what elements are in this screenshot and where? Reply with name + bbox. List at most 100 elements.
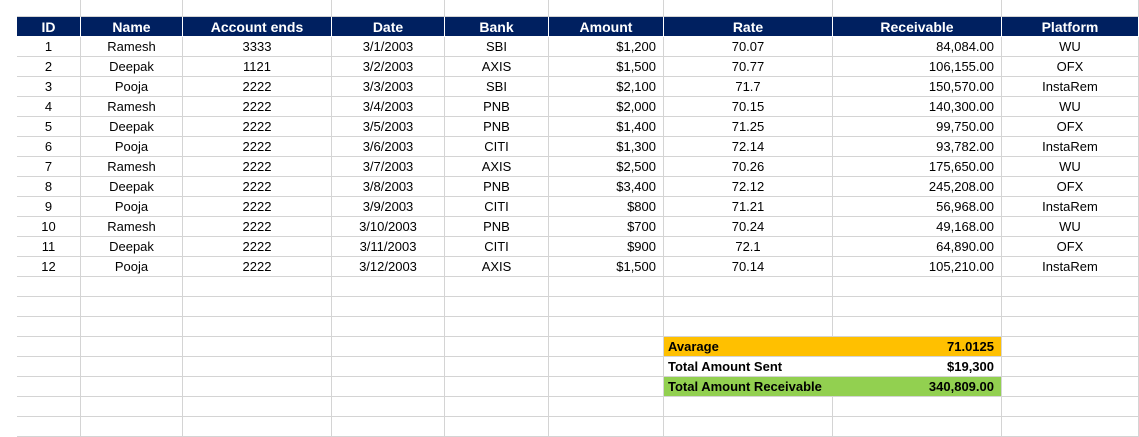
blank-cell[interactable] xyxy=(445,317,549,337)
blank-cell[interactable] xyxy=(81,277,183,297)
blank-cell[interactable] xyxy=(833,317,1002,337)
total-sent-label[interactable]: Total Amount Sent xyxy=(664,357,833,377)
blank-cell[interactable] xyxy=(664,0,833,17)
blank-cell[interactable] xyxy=(445,397,549,417)
cell-name[interactable]: Pooja xyxy=(81,77,183,97)
cell-id[interactable]: 9 xyxy=(17,197,81,217)
cell-amount[interactable]: $900 xyxy=(549,237,664,257)
blank-cell[interactable] xyxy=(549,277,664,297)
blank-cell[interactable] xyxy=(445,297,549,317)
blank-cell[interactable] xyxy=(183,317,332,337)
cell-rate[interactable]: 70.26 xyxy=(664,157,833,177)
cell-name[interactable]: Deepak xyxy=(81,57,183,77)
blank-cell[interactable] xyxy=(664,397,833,417)
blank-cell[interactable] xyxy=(17,377,81,397)
cell-platform[interactable]: WU xyxy=(1002,97,1139,117)
cell-platform[interactable]: WU xyxy=(1002,217,1139,237)
blank-cell[interactable] xyxy=(445,337,549,357)
cell-date[interactable]: 3/4/2003 xyxy=(332,97,445,117)
cell-platform[interactable]: InstaRem xyxy=(1002,257,1139,277)
cell-name[interactable]: Deepak xyxy=(81,177,183,197)
blank-cell[interactable] xyxy=(549,397,664,417)
cell-receivable[interactable]: 175,650.00 xyxy=(833,157,1002,177)
cell-id[interactable]: 11 xyxy=(17,237,81,257)
blank-cell[interactable] xyxy=(332,377,445,397)
blank-cell[interactable] xyxy=(1002,417,1139,437)
cell-rate[interactable]: 72.14 xyxy=(664,137,833,157)
cell-account-ends[interactable]: 2222 xyxy=(183,157,332,177)
blank-cell[interactable] xyxy=(549,317,664,337)
blank-cell[interactable] xyxy=(833,397,1002,417)
column-header-platform[interactable]: Platform xyxy=(1002,17,1139,37)
blank-cell[interactable] xyxy=(549,377,664,397)
cell-account-ends[interactable]: 2222 xyxy=(183,257,332,277)
cell-id[interactable]: 8 xyxy=(17,177,81,197)
cell-account-ends[interactable]: 2222 xyxy=(183,137,332,157)
cell-date[interactable]: 3/3/2003 xyxy=(332,77,445,97)
cell-rate[interactable]: 70.14 xyxy=(664,257,833,277)
cell-account-ends[interactable]: 2222 xyxy=(183,197,332,217)
cell-bank[interactable]: AXIS xyxy=(445,257,549,277)
cell-platform[interactable]: OFX xyxy=(1002,177,1139,197)
blank-cell[interactable] xyxy=(332,417,445,437)
cell-platform[interactable]: OFX xyxy=(1002,117,1139,137)
blank-cell[interactable] xyxy=(81,397,183,417)
blank-cell[interactable] xyxy=(549,417,664,437)
blank-cell[interactable] xyxy=(17,277,81,297)
cell-id[interactable]: 4 xyxy=(17,97,81,117)
cell-bank[interactable]: PNB xyxy=(445,217,549,237)
blank-cell[interactable] xyxy=(17,397,81,417)
blank-cell[interactable] xyxy=(332,297,445,317)
cell-id[interactable]: 7 xyxy=(17,157,81,177)
blank-cell[interactable] xyxy=(183,377,332,397)
blank-cell[interactable] xyxy=(81,357,183,377)
cell-receivable[interactable]: 84,084.00 xyxy=(833,37,1002,57)
cell-rate[interactable]: 71.25 xyxy=(664,117,833,137)
cell-date[interactable]: 3/8/2003 xyxy=(332,177,445,197)
blank-cell[interactable] xyxy=(17,417,81,437)
cell-name[interactable]: Pooja xyxy=(81,197,183,217)
cell-name[interactable]: Ramesh xyxy=(81,97,183,117)
cell-receivable[interactable]: 150,570.00 xyxy=(833,77,1002,97)
blank-cell[interactable] xyxy=(332,317,445,337)
column-header-rate[interactable]: Rate xyxy=(664,17,833,37)
blank-cell[interactable] xyxy=(445,357,549,377)
cell-receivable[interactable]: 64,890.00 xyxy=(833,237,1002,257)
cell-platform[interactable]: OFX xyxy=(1002,237,1139,257)
cell-date[interactable]: 3/7/2003 xyxy=(332,157,445,177)
blank-cell[interactable] xyxy=(332,397,445,417)
blank-cell[interactable] xyxy=(664,297,833,317)
cell-rate[interactable]: 72.1 xyxy=(664,237,833,257)
column-header-name[interactable]: Name xyxy=(81,17,183,37)
cell-receivable[interactable]: 245,208.00 xyxy=(833,177,1002,197)
cell-id[interactable]: 5 xyxy=(17,117,81,137)
blank-cell[interactable] xyxy=(17,0,81,17)
cell-id[interactable]: 6 xyxy=(17,137,81,157)
column-header-account-ends[interactable]: Account ends xyxy=(183,17,332,37)
cell-rate[interactable]: 70.15 xyxy=(664,97,833,117)
cell-bank[interactable]: SBI xyxy=(445,37,549,57)
cell-date[interactable]: 3/1/2003 xyxy=(332,37,445,57)
blank-cell[interactable] xyxy=(833,297,1002,317)
cell-amount[interactable]: $2,500 xyxy=(549,157,664,177)
cell-account-ends[interactable]: 2222 xyxy=(183,77,332,97)
total-sent-value[interactable]: $19,300 xyxy=(833,357,1002,377)
blank-cell[interactable] xyxy=(183,0,332,17)
cell-name[interactable]: Deepak xyxy=(81,117,183,137)
cell-account-ends[interactable]: 2222 xyxy=(183,237,332,257)
cell-name[interactable]: Pooja xyxy=(81,257,183,277)
cell-id[interactable]: 10 xyxy=(17,217,81,237)
blank-cell[interactable] xyxy=(445,277,549,297)
blank-cell[interactable] xyxy=(81,317,183,337)
blank-cell[interactable] xyxy=(1002,297,1139,317)
cell-rate[interactable]: 71.21 xyxy=(664,197,833,217)
cell-rate[interactable]: 70.24 xyxy=(664,217,833,237)
cell-bank[interactable]: CITI xyxy=(445,197,549,217)
cell-account-ends[interactable]: 3333 xyxy=(183,37,332,57)
cell-account-ends[interactable]: 2222 xyxy=(183,217,332,237)
blank-cell[interactable] xyxy=(833,417,1002,437)
cell-bank[interactable]: CITI xyxy=(445,237,549,257)
cell-name[interactable]: Ramesh xyxy=(81,37,183,57)
blank-cell[interactable] xyxy=(833,0,1002,17)
cell-receivable[interactable]: 106,155.00 xyxy=(833,57,1002,77)
